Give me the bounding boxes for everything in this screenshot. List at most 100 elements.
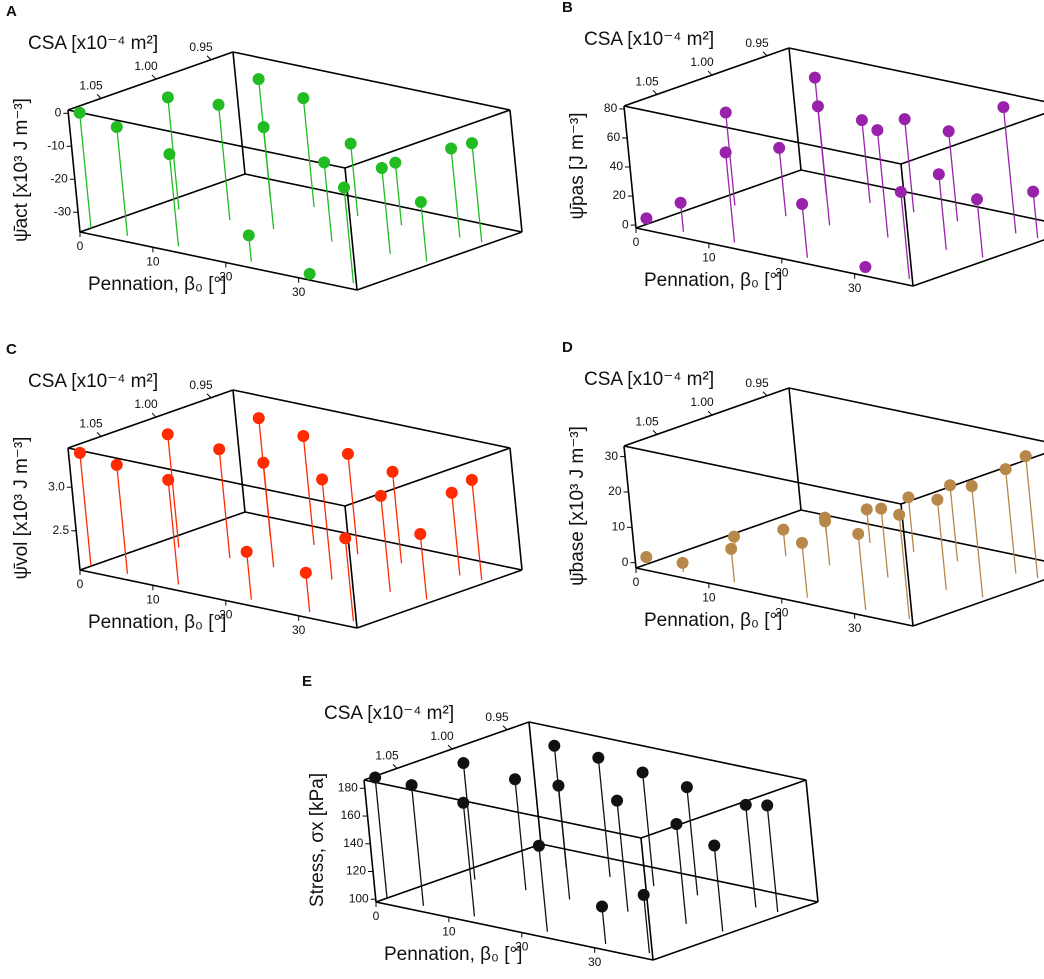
y-tick-label: 0.95 <box>745 376 769 390</box>
z-tick-label: 0 <box>55 105 62 119</box>
marker <box>852 527 865 540</box>
marker <box>242 229 255 242</box>
marker <box>640 551 653 564</box>
box-edge <box>232 51 511 111</box>
box-edge <box>540 843 819 903</box>
marker <box>414 528 427 541</box>
z-tick-label: 160 <box>341 808 361 822</box>
stem <box>462 802 476 917</box>
stem <box>801 542 809 598</box>
marker <box>893 508 906 521</box>
marker <box>777 523 790 536</box>
marker <box>161 428 174 441</box>
marker <box>445 142 458 155</box>
marker <box>997 101 1010 114</box>
panel: 0 10 20 30 1.05 1.00 0.95 0 10 20 30 D CSA [x10⁻⁴ m²… <box>562 339 1044 635</box>
y-tick-label: 1.00 <box>690 55 714 69</box>
stem <box>538 845 549 932</box>
marker <box>719 146 732 159</box>
panel: 0 10 20 30 1.05 1.00 0.95 0 -10 -20 -30 A CSA [x10⁻⁴… <box>6 3 523 299</box>
stem <box>948 131 959 222</box>
x-axis-label: Pennation, β₀ [°] <box>644 610 782 631</box>
panel-letter: C <box>6 341 17 358</box>
marker <box>894 185 907 198</box>
box-edge <box>805 779 819 903</box>
marker <box>338 181 351 194</box>
z-tick-label: 140 <box>343 836 363 850</box>
marker <box>875 502 888 515</box>
box-edge <box>375 901 654 961</box>
marker <box>457 757 470 770</box>
stem <box>116 126 129 236</box>
stem <box>471 479 483 581</box>
stem <box>167 479 180 585</box>
panel-letter: B <box>562 0 573 16</box>
box-edge <box>528 721 807 781</box>
marker <box>719 106 732 119</box>
stem <box>471 143 483 243</box>
stem <box>949 485 959 562</box>
stem <box>218 449 231 559</box>
box-edge <box>623 445 637 569</box>
x-tick-label: 10 <box>146 592 160 606</box>
x-tick-label: 10 <box>702 590 716 604</box>
marker <box>445 486 458 499</box>
stem <box>976 199 984 258</box>
stem <box>675 823 687 924</box>
marker <box>637 888 650 901</box>
box-edge <box>635 567 914 627</box>
stem <box>900 191 911 280</box>
marker <box>596 900 609 913</box>
marker <box>386 465 399 478</box>
marker <box>942 125 955 138</box>
stem <box>350 143 359 217</box>
box-edge <box>623 445 902 505</box>
box-edge <box>509 447 523 571</box>
marker <box>708 839 721 852</box>
marker <box>374 489 387 502</box>
marker <box>676 556 689 569</box>
y-axis-label: CSA [x10⁻⁴ m²] <box>28 33 158 54</box>
y-tick <box>392 764 398 769</box>
stem <box>778 147 787 217</box>
stem <box>936 499 947 590</box>
stem <box>641 772 655 887</box>
marker <box>999 463 1012 476</box>
z-tick-label: 180 <box>338 780 358 794</box>
stem <box>814 77 827 194</box>
y-tick-label: 1.00 <box>134 397 158 411</box>
marker <box>944 479 957 492</box>
stem <box>880 508 889 578</box>
panel: 0 10 20 30 1.05 1.00 0.95 0 20 40 60 80 B CSA [x10⁻⁴ … <box>562 0 1044 295</box>
marker <box>611 794 624 807</box>
marker <box>252 73 265 86</box>
x-axis-label: Pennation, β₀ [°] <box>384 944 522 965</box>
stem <box>938 174 947 250</box>
box-edge <box>79 173 246 233</box>
marker <box>796 197 809 210</box>
marker <box>369 771 382 784</box>
stem <box>419 533 428 600</box>
y-tick-label: 1.05 <box>79 79 103 93</box>
x-tick-label: 0 <box>77 577 84 591</box>
y-tick-label: 1.05 <box>375 749 399 763</box>
marker <box>73 446 86 459</box>
marker <box>375 162 388 175</box>
box-edge <box>356 231 523 291</box>
stem <box>876 130 889 238</box>
stem <box>616 800 629 912</box>
z-axis-label: ψ̄base [x10³ J m⁻³] <box>567 426 588 586</box>
marker <box>73 106 86 119</box>
stem <box>167 434 180 548</box>
box-edge <box>800 509 1044 562</box>
x-axis-label: Pennation, β₀ [°] <box>644 270 782 291</box>
marker <box>898 113 911 126</box>
marker <box>212 98 225 111</box>
box-edge <box>788 387 802 511</box>
y-tick <box>762 51 768 57</box>
marker <box>508 773 521 786</box>
x-tick-label: 10 <box>702 250 716 264</box>
box-edge <box>623 105 902 165</box>
box-edge <box>363 779 377 903</box>
stem <box>462 762 476 880</box>
